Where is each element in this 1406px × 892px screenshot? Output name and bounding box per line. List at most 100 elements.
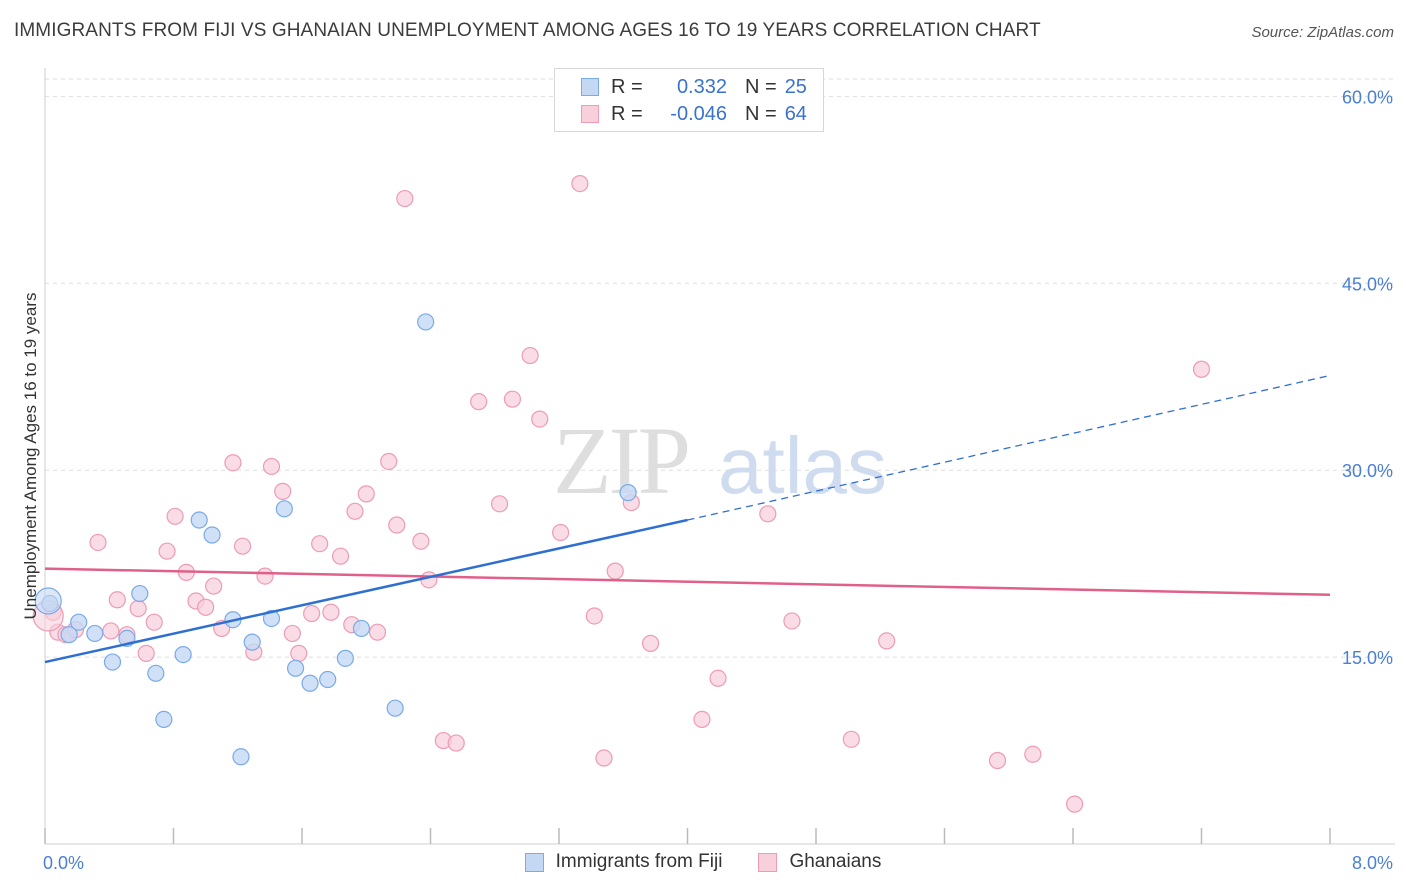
- ghana-point: [641, 634, 660, 652]
- fiji-point: [232, 748, 250, 766]
- ghana-point: [420, 571, 438, 589]
- y-tick-label: 45.0%: [1342, 274, 1393, 294]
- ghana-point: [205, 577, 223, 595]
- x-ticks: [44, 828, 1331, 844]
- fiji-point: [619, 484, 637, 502]
- ghana-point: [571, 175, 589, 193]
- legend-row-fiji: R = 0.332 N = 25: [581, 74, 807, 100]
- fiji-point-cluster: [34, 587, 62, 615]
- ghana-point: [447, 734, 465, 752]
- grid-lines: [45, 78, 1395, 658]
- ghana-point: [158, 542, 176, 560]
- ghana-point: [290, 644, 308, 662]
- correlation-legend: R = 0.332 N = 25 R = -0.046 N = 64: [554, 68, 824, 132]
- ghana-point: [396, 189, 414, 208]
- ghana-point: [709, 669, 727, 687]
- fiji-point: [131, 584, 149, 603]
- ghana-point: [129, 599, 147, 618]
- watermark: ZIP atlas: [553, 407, 887, 514]
- ghana-point: [274, 482, 292, 500]
- fiji-point: [70, 613, 88, 631]
- fiji-point: [417, 313, 435, 331]
- ghana-point: [503, 390, 522, 408]
- fiji-point: [86, 624, 104, 643]
- legend-swatch-ghana: [581, 105, 599, 123]
- axes: [44, 68, 1395, 845]
- legend-row-ghana: R = -0.046 N = 64: [581, 101, 807, 127]
- fiji-point: [352, 619, 371, 638]
- y-tick-label: 60.0%: [1342, 87, 1393, 107]
- fiji-point: [386, 699, 404, 717]
- fiji-point: [147, 664, 165, 682]
- ghana-point: [490, 495, 509, 513]
- ghana-points: [32, 175, 1211, 813]
- ghana-point: [102, 622, 120, 640]
- fiji-point: [275, 500, 293, 518]
- ghana-point: [256, 567, 274, 585]
- legend-fiji-r-value: 0.332: [676, 75, 727, 98]
- ghana-point: [108, 591, 126, 609]
- y-tick-label: 15.0%: [1342, 648, 1393, 668]
- ghana-point: [137, 644, 155, 662]
- ghana-point: [1066, 795, 1084, 813]
- ghana-point: [783, 612, 801, 630]
- ghana-trend-line: [44, 567, 1331, 597]
- ghana-point: [595, 749, 613, 767]
- legend-item-fiji[interactable]: Immigrants from Fiji: [524, 851, 722, 873]
- legend-ghana-n-value: 64: [784, 102, 807, 125]
- ghana-point: [311, 535, 329, 553]
- legend-ghana-n-label: N =: [745, 102, 777, 125]
- legend-swatch-fiji: [581, 78, 599, 96]
- watermark-atlas: atlas: [718, 421, 887, 510]
- x-tick-label-min: 0.0%: [43, 853, 84, 873]
- ghana-point: [322, 603, 340, 621]
- ghana-point: [412, 532, 430, 550]
- fiji-trend-line: [44, 518, 688, 664]
- ghana-point: [197, 598, 215, 616]
- ghana-point: [878, 632, 896, 650]
- ghana-point: [380, 452, 398, 471]
- ghana-point: [531, 410, 549, 428]
- legend-ghana-r-label: R =: [611, 102, 643, 125]
- fiji-point: [286, 659, 305, 677]
- fiji-point: [319, 670, 337, 689]
- fiji-point: [60, 626, 78, 644]
- ghana-point: [262, 457, 281, 476]
- fiji-point: [243, 633, 261, 651]
- fiji-point: [103, 653, 122, 671]
- fiji-point: [155, 710, 173, 728]
- ghana-point: [606, 562, 624, 580]
- ghana-point: [233, 537, 252, 555]
- fiji-point: [336, 649, 354, 667]
- source-label: Source: ZipAtlas.com: [1251, 24, 1394, 41]
- series-legend: Immigrants from Fiji Ghanaians: [0, 851, 1406, 873]
- trend-lines: [44, 374, 1331, 664]
- chart-title: IMMIGRANTS FROM FIJI VS GHANAIAN UNEMPLO…: [14, 20, 1041, 41]
- ghana-point: [693, 710, 711, 728]
- ghana-point: [1192, 360, 1211, 378]
- fiji-trend-extension: [687, 374, 1331, 521]
- fiji-point: [262, 609, 281, 628]
- fiji-point: [203, 526, 221, 544]
- ghana-point: [470, 393, 488, 411]
- y-tick-label: 30.0%: [1342, 461, 1393, 481]
- fiji-point: [174, 646, 192, 664]
- ghana-point: [368, 623, 387, 641]
- legend-fiji-n-value: 25: [784, 75, 807, 98]
- y-axis-label: Unemployment Among Ages 16 to 19 years: [21, 293, 40, 620]
- legend-fiji-r-label: R =: [611, 75, 643, 98]
- ghana-point: [346, 502, 364, 520]
- fiji-points: [34, 313, 637, 766]
- ghana-point: [166, 507, 184, 525]
- ghana-point: [585, 607, 603, 625]
- fiji-point: [190, 511, 208, 529]
- ghana-point: [842, 730, 860, 748]
- ghana-point: [357, 485, 375, 503]
- ghana-point: [224, 454, 242, 472]
- ghana-point: [552, 523, 570, 542]
- ghana-point: [388, 516, 406, 534]
- legend-item-ghana[interactable]: Ghanaians: [758, 851, 881, 873]
- ghana-point: [283, 624, 301, 643]
- watermark-zip: ZIP: [553, 407, 688, 514]
